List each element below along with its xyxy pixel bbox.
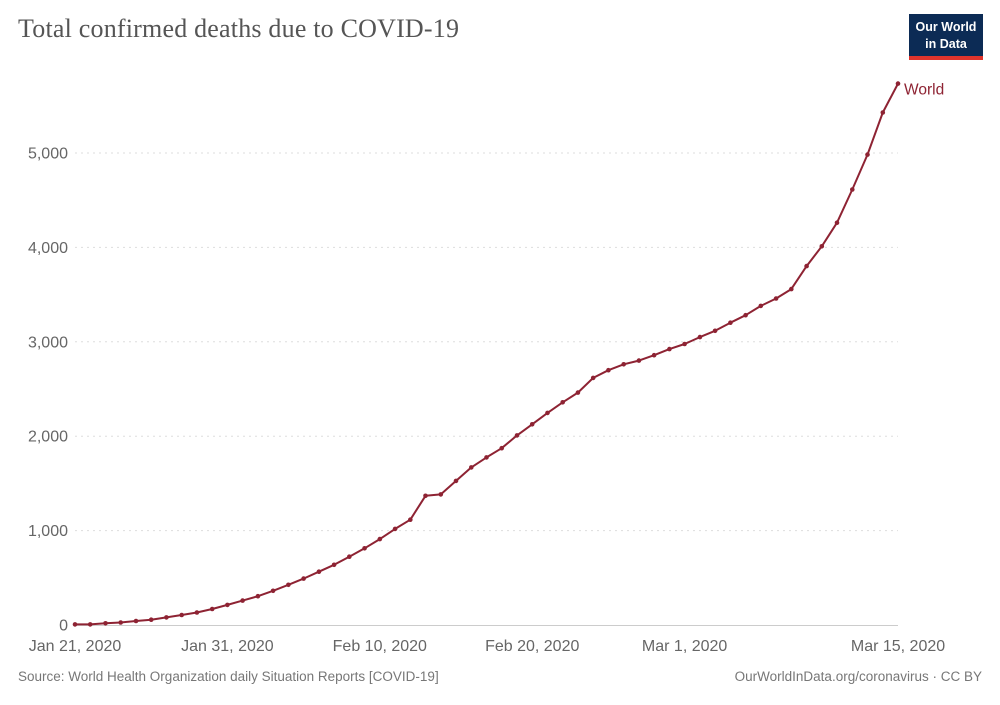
world-data-point <box>499 445 505 451</box>
world-data-point <box>560 400 565 405</box>
owid-logo-line1: Our World <box>915 20 977 34</box>
world-data-point <box>179 612 184 618</box>
x-axis-tick-label: Mar 1, 2020 <box>642 638 727 655</box>
world-data-point <box>423 493 428 499</box>
world-data-point <box>667 346 672 352</box>
world-data-point <box>743 312 748 318</box>
world-data-point <box>514 433 520 438</box>
world-data-point <box>347 554 352 559</box>
world-data-point <box>895 81 901 86</box>
world-data-point <box>270 588 276 594</box>
chart-title: Total confirmed deaths due to COVID-19 <box>18 14 460 43</box>
world-data-point <box>529 422 535 427</box>
y-axis-tick-label: 1,000 <box>28 523 68 540</box>
world-data-point <box>758 303 764 309</box>
world-data-point <box>72 622 78 627</box>
world-data-point <box>575 390 581 395</box>
world-data-point <box>697 334 703 340</box>
world-data-point <box>484 455 489 460</box>
world-data-point <box>789 286 794 292</box>
x-axis-tick-label: Jan 31, 2020 <box>181 638 274 655</box>
world-data-point <box>880 110 886 115</box>
world-data-point <box>636 358 642 363</box>
world-data-point <box>865 152 870 157</box>
y-axis-tick-label: 4,000 <box>28 240 68 257</box>
x-axis-tick-label: Feb 10, 2020 <box>333 638 427 655</box>
world-data-point <box>590 375 596 381</box>
world-data-point <box>545 410 550 416</box>
world-data-point <box>773 296 779 301</box>
world-data-point <box>316 569 322 574</box>
world-data-point <box>377 536 383 542</box>
world-data-point <box>255 593 261 599</box>
source-note: Source: World Health Organization daily … <box>18 669 439 684</box>
world-data-point <box>209 606 215 612</box>
world-data-point <box>194 610 200 615</box>
x-axis-tick-label: Jan 21, 2020 <box>29 638 122 655</box>
x-axis-tick-label: Feb 20, 2020 <box>485 638 579 655</box>
world-data-point <box>225 602 230 608</box>
world-data-point <box>453 478 459 484</box>
world-data-point <box>621 362 626 367</box>
x-axis-tick-label: Mar 15, 2020 <box>851 638 945 655</box>
world-data-point <box>286 582 291 588</box>
world-data-point <box>103 621 108 626</box>
y-axis-tick-label: 3,000 <box>28 334 68 351</box>
world-data-point <box>819 244 825 249</box>
world-data-point <box>850 187 855 192</box>
world-data-point <box>362 546 367 551</box>
world-data-point <box>148 617 154 622</box>
owid-logo[interactable]: Our World in Data <box>909 14 983 60</box>
world-data-point <box>712 328 718 334</box>
world-data-point <box>834 220 840 225</box>
world-data-point <box>392 526 398 532</box>
world-data-point <box>651 352 657 358</box>
chart-footer: Source: World Health Organization daily … <box>18 669 982 684</box>
world-series-line <box>74 82 899 626</box>
world-data-point <box>133 618 139 624</box>
y-axis-tick-label: 0 <box>59 618 68 635</box>
world-data-point <box>438 492 444 497</box>
world-data-point <box>87 622 93 627</box>
world-data-point <box>118 620 123 625</box>
y-axis-tick-label: 5,000 <box>28 146 68 163</box>
series-end-label-world: World <box>904 82 944 99</box>
world-data-point <box>408 517 413 522</box>
y-axis-tick-label: 2,000 <box>28 429 68 446</box>
world-data-point <box>682 341 687 347</box>
world-data-point <box>728 320 733 326</box>
world-data-point <box>469 465 474 470</box>
world-data-point <box>301 576 306 581</box>
world-data-point <box>804 263 809 269</box>
world-data-point <box>164 615 169 620</box>
world-data-point <box>331 562 337 568</box>
owid-logo-line2: in Data <box>925 36 967 51</box>
attribution-link[interactable]: OurWorldInData.org/coronavirus · CC BY <box>734 669 982 684</box>
world-data-point <box>606 367 611 373</box>
world-data-point <box>240 598 245 603</box>
